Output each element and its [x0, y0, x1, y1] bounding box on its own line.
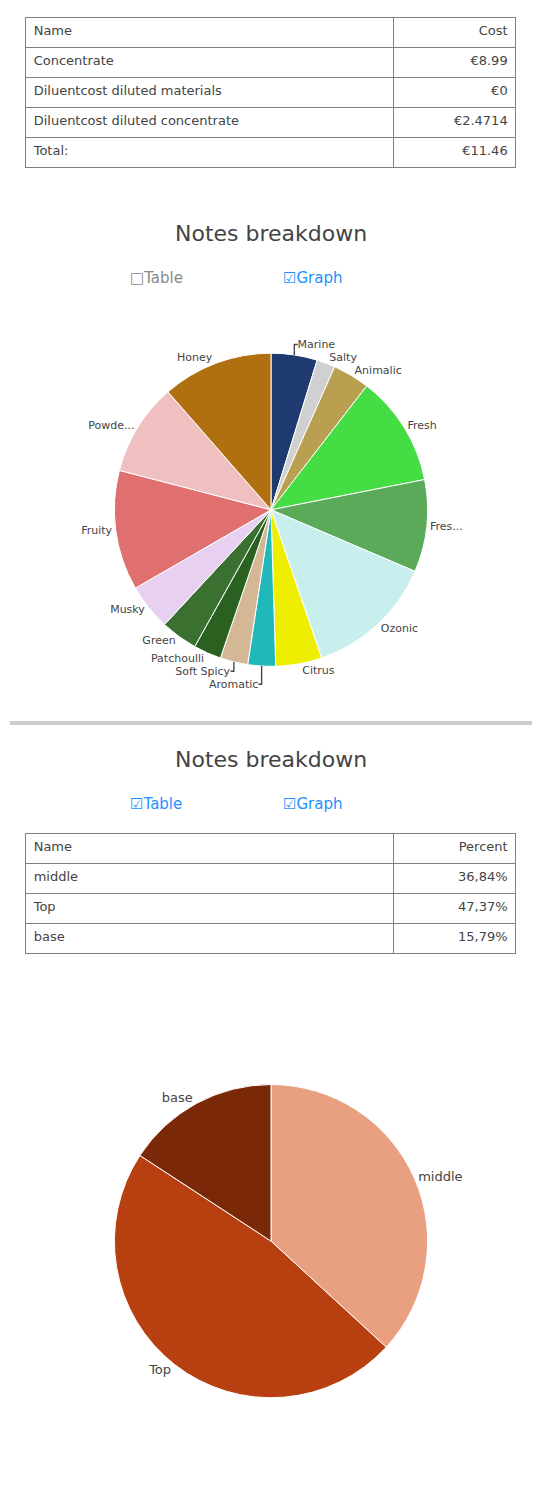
svg-text:Fres...: Fres... [430, 520, 463, 533]
svg-text:47,37%: 47,37% [458, 899, 508, 914]
svg-text:Diluentcost diluted materials: Diluentcost diluted materials [34, 83, 222, 98]
svg-text:€2.4714: €2.4714 [454, 113, 508, 128]
svg-text:€11.46: €11.46 [462, 143, 508, 158]
svg-text:☑Graph: ☑Graph [283, 795, 342, 813]
svg-text:☑Table: ☑Table [130, 795, 182, 813]
svg-text:☑Graph: ☑Graph [283, 269, 342, 287]
svg-text:Musky: Musky [110, 603, 145, 616]
svg-text:Citrus: Citrus [302, 664, 335, 677]
svg-text:Notes breakdown: Notes breakdown [175, 747, 367, 772]
svg-text:Green: Green [142, 634, 175, 647]
svg-text:middle: middle [34, 869, 78, 884]
svg-text:Notes breakdown: Notes breakdown [175, 221, 367, 246]
svg-text:36,84%: 36,84% [458, 869, 508, 884]
svg-text:Patchoulli: Patchoulli [151, 652, 204, 665]
svg-text:base: base [162, 1090, 193, 1105]
svg-text:Ozonic: Ozonic [381, 622, 418, 635]
svg-text:Top: Top [148, 1362, 171, 1377]
svg-text:Fruity: Fruity [81, 524, 112, 537]
svg-text:Soft Spicy: Soft Spicy [175, 665, 230, 678]
svg-text:Percent: Percent [459, 839, 508, 854]
svg-text:€8.99: €8.99 [470, 53, 507, 68]
svg-text:Concentrate: Concentrate [34, 53, 114, 68]
svg-text:Top: Top [33, 899, 56, 914]
svg-text:Powde...: Powde... [88, 419, 134, 432]
svg-text:base: base [34, 929, 65, 944]
svg-text:□Table: □Table [130, 269, 183, 287]
svg-text:Fresh: Fresh [407, 419, 436, 432]
svg-text:Salty: Salty [329, 351, 357, 364]
svg-text:middle: middle [418, 1169, 462, 1184]
svg-text:Total:: Total: [33, 143, 69, 158]
svg-text:Diluentcost diluted concentrat: Diluentcost diluted concentrate [34, 113, 239, 128]
svg-text:Aromatic: Aromatic [209, 678, 258, 691]
svg-text:15,79%: 15,79% [458, 929, 508, 944]
svg-text:€0: €0 [491, 83, 508, 98]
svg-text:Honey: Honey [177, 351, 213, 364]
svg-text:Marine: Marine [298, 338, 336, 351]
svg-text:Name: Name [34, 23, 72, 38]
svg-text:Name: Name [34, 839, 72, 854]
svg-text:Animalic: Animalic [355, 364, 402, 377]
svg-text:Cost: Cost [479, 23, 508, 38]
